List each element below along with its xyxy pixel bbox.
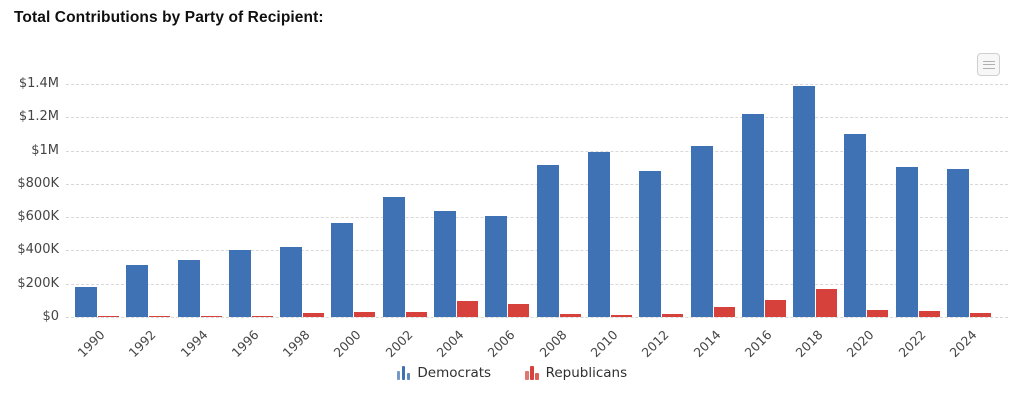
bar-democrats-2002[interactable] (382, 197, 405, 317)
bar-republicans-2008[interactable] (559, 313, 581, 317)
y-axis-label-$1.4M: $1.4M (18, 76, 59, 91)
bar-republicans-1998[interactable] (303, 312, 325, 317)
y-axis-label-$600K: $600K (17, 209, 59, 225)
legend-label-republicans: Republicans (545, 365, 628, 381)
bar-democrats-2006[interactable] (485, 216, 508, 317)
bar-republicans-2002[interactable] (405, 312, 427, 317)
y-axis-label-$800K: $800K (17, 175, 59, 191)
y-axis-label-$1.2M: $1.2M (18, 109, 59, 125)
mini-bar-chart-icon (396, 366, 411, 381)
bar-democrats-2000[interactable] (331, 222, 354, 317)
bar-republicans-2020[interactable] (867, 309, 889, 317)
mini-bar-chart-icon (525, 366, 539, 381)
bar-republicans-1996[interactable] (251, 315, 273, 317)
bar-democrats-2008[interactable] (536, 164, 559, 317)
bar-republicans-2018[interactable] (816, 288, 838, 317)
y-axis-label-$0: $0 (42, 309, 59, 324)
gridline-$1M (66, 150, 1008, 152)
bar-democrats-1994[interactable] (177, 260, 200, 317)
bar-republicans-2012[interactable] (662, 314, 684, 317)
bar-democrats-1992[interactable] (126, 265, 149, 317)
legend-item-democrats[interactable]: Democrats (396, 365, 492, 381)
bar-republicans-2024[interactable] (970, 312, 991, 317)
y-axis-label-$200K: $200K (17, 275, 59, 291)
bar-republicans-2006[interactable] (508, 303, 530, 317)
bar-republicans-2004[interactable] (457, 301, 479, 317)
bar-democrats-2018[interactable] (793, 85, 816, 317)
bar-republicans-2016[interactable] (764, 300, 786, 317)
bar-democrats-2020[interactable] (844, 133, 867, 317)
gridline-$1.2M (66, 117, 1008, 119)
bar-democrats-2024[interactable] (947, 168, 969, 317)
gridline-$1.4M (66, 84, 1008, 85)
bar-republicans-2000[interactable] (354, 311, 376, 317)
y-axis-label-$400K: $400K (17, 242, 59, 258)
gridline-$0 (66, 317, 1008, 318)
bar-democrats-1990[interactable] (75, 287, 97, 317)
legend-label-democrats: Democrats (417, 365, 492, 381)
bar-democrats-2012[interactable] (639, 171, 662, 317)
plot-area: $0 $200K $400K $600K $800K $1M $1.2M $1.4M 1990 1… (17, 76, 1008, 360)
bar-democrats-1996[interactable] (228, 249, 251, 317)
bar-republicans-1994[interactable] (200, 315, 222, 317)
bar-republicans-2010[interactable] (610, 315, 632, 317)
bar-republicans-2022[interactable] (918, 310, 940, 317)
chart-menu-button[interactable] (977, 53, 1000, 76)
bar-democrats-2016[interactable] (741, 113, 764, 317)
bar-democrats-2014[interactable] (690, 145, 713, 317)
bar-democrats-2010[interactable] (587, 152, 610, 317)
bar-republicans-2014[interactable] (713, 307, 735, 317)
bar-democrats-1998[interactable] (280, 247, 303, 317)
y-axis-label-$1M: $1M (31, 142, 59, 158)
bar-democrats-2022[interactable] (895, 167, 918, 317)
page-title: Total Contributions by Party of Recipien… (14, 9, 324, 26)
bar-democrats-2004[interactable] (434, 210, 457, 317)
bar-republicans-1990[interactable] (98, 315, 119, 317)
legend: Democrats Republicans (0, 366, 1024, 381)
bar-republicans-1992[interactable] (149, 315, 171, 317)
legend-item-republicans[interactable]: Republicans (525, 366, 627, 381)
